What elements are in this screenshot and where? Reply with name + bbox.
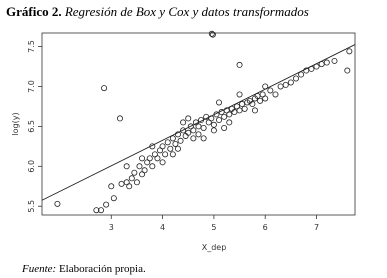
data-point: [267, 87, 274, 94]
y-tick-label: 7.0: [27, 80, 36, 93]
data-point: [221, 124, 228, 131]
data-point: [154, 155, 161, 162]
data-point: [226, 111, 233, 118]
data-point: [110, 195, 117, 202]
data-point: [313, 63, 320, 70]
data-point: [128, 175, 135, 182]
data-point: [208, 115, 215, 122]
data-point: [200, 135, 207, 142]
y-tick-label: 6.0: [27, 160, 36, 173]
data-point: [172, 140, 179, 147]
data-point: [174, 131, 181, 138]
data-point: [195, 131, 202, 138]
data-point: [262, 83, 269, 90]
data-point: [98, 207, 105, 214]
data-point: [308, 65, 315, 72]
data-point: [226, 119, 233, 126]
data-point: [123, 163, 130, 170]
data-point: [185, 129, 192, 136]
data-point: [298, 71, 305, 78]
data-point: [180, 127, 187, 134]
data-point: [272, 91, 279, 98]
plot-frame: [41, 32, 356, 216]
data-point: [282, 81, 289, 88]
data-point: [344, 67, 351, 74]
data-point: [221, 113, 228, 120]
y-tick-label: 6.5: [27, 120, 36, 133]
data-point: [164, 139, 171, 146]
data-point: [108, 183, 115, 190]
data-point: [149, 163, 156, 170]
data-point: [190, 127, 197, 134]
y-tick-label: 7.5: [27, 40, 36, 53]
data-point: [210, 127, 217, 134]
data-point: [149, 143, 156, 150]
data-point: [236, 107, 243, 114]
data-point: [136, 163, 143, 170]
data-point: [287, 79, 294, 86]
y-tick-label: 5.5: [27, 200, 36, 213]
data-point: [159, 143, 166, 150]
x-tick-label: 5: [211, 223, 216, 232]
data-point: [292, 75, 299, 82]
data-point: [103, 201, 110, 208]
data-point: [126, 183, 133, 190]
data-point: [118, 180, 125, 187]
y-axis-label: log(y): [11, 112, 20, 135]
x-axis-label: X_dep: [202, 243, 227, 252]
x-tick-label: 3: [109, 223, 114, 232]
chart-title: Regresión de Box y Cox y datos transform…: [64, 4, 309, 19]
data-point: [236, 91, 243, 98]
data-point: [210, 121, 217, 128]
data-point: [180, 119, 187, 126]
data-point: [318, 61, 325, 68]
data-point: [323, 59, 330, 66]
data-point: [174, 145, 181, 152]
data-point: [213, 111, 220, 118]
data-point: [190, 135, 197, 142]
data-point: [208, 30, 215, 37]
figure-label: Gráfico 2.: [6, 4, 62, 19]
data-point: [241, 105, 248, 112]
source-label: Fuente:: [21, 263, 56, 275]
x-tick-label: 6: [263, 223, 268, 232]
data-point: [169, 151, 176, 158]
data-point: [131, 169, 138, 176]
data-point: [159, 159, 166, 166]
data-point: [249, 101, 256, 108]
x-tick-label: 4: [160, 223, 165, 232]
data-point: [236, 61, 243, 68]
data-point: [146, 155, 153, 162]
data-point: [162, 151, 169, 158]
x-tick-label: 7: [314, 223, 319, 232]
data-point: [93, 207, 100, 214]
data-point: [216, 99, 223, 106]
data-point: [331, 57, 338, 64]
data-point: [169, 135, 176, 142]
data-point: [277, 83, 284, 90]
data-point: [200, 124, 207, 131]
data-point: [101, 85, 108, 92]
data-point: [251, 107, 258, 114]
chart-heading: Gráfico 2. Regresión de Box y Cox y dato…: [6, 4, 309, 19]
data-point: [216, 117, 223, 124]
data-point: [177, 137, 184, 144]
data-point: [257, 97, 264, 104]
data-point: [346, 48, 353, 55]
data-point: [141, 167, 148, 174]
source-note: Fuente: Elaboración propia.: [21, 263, 146, 275]
source-text: Elaboración propia.: [59, 263, 146, 275]
data-point: [54, 200, 61, 207]
data-point: [262, 95, 269, 102]
data-point: [198, 117, 205, 124]
data-point: [133, 179, 140, 186]
data-point: [195, 123, 202, 130]
data-point: [167, 145, 174, 152]
data-point: [209, 31, 216, 38]
data-point: [139, 155, 146, 162]
data-point: [185, 115, 192, 122]
data-point: [116, 115, 123, 122]
data-point: [239, 101, 246, 108]
